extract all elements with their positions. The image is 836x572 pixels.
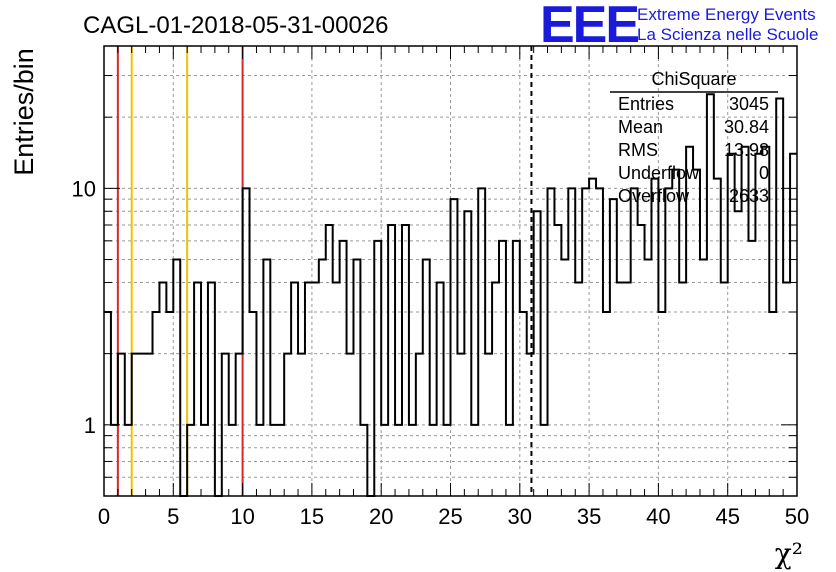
stats-title: ChiSquare [651,69,736,89]
axis-ticks [103,45,798,497]
stats-label: Underflow [618,163,700,183]
histogram-line [104,93,797,497]
stats-value: 30.84 [724,117,769,137]
x-tick-label: 45 [715,504,739,529]
x-tick-label: 15 [300,504,324,529]
x-tick-label: 0 [98,504,110,529]
y-tick-labels: 1 10 [72,176,96,437]
x-tick-label: 50 [785,504,809,529]
stats-row: Underflow 0 [618,163,769,183]
logo-mark: EEE [540,0,638,54]
grid [104,46,797,496]
x-tick-labels: 0 5 10 15 20 25 30 35 40 45 50 [98,504,809,529]
logo-line-1: Extreme Energy Events [637,5,816,24]
y-axis-label: Entries/bin [9,48,39,176]
x-tick-label: 35 [577,504,601,529]
y-tick-label: 10 [72,176,96,201]
stats-row: RMS 13.98 [618,140,769,160]
stats-row: Mean 30.84 [618,117,769,137]
y-tick-label: 1 [84,413,96,438]
stats-value: 3045 [729,94,769,114]
stats-value: 13.98 [724,140,769,160]
chart-title: CAGL-01-2018-05-31-00026 [83,12,389,39]
x-tick-label: 40 [646,504,670,529]
stats-label: Entries [618,94,674,114]
x-tick-label: 5 [167,504,179,529]
x-tick-label: 20 [369,504,393,529]
stats-row: Entries 3045 [618,94,769,114]
x-axis-label: χ² [775,537,803,570]
eee-logo: EEE Extreme Energy Events La Scienza nel… [540,0,818,54]
x-tick-label: 30 [508,504,532,529]
logo-line-2: La Scienza nelle Scuole [637,25,818,44]
stats-value: 2633 [729,186,769,206]
x-tick-label: 10 [230,504,254,529]
stats-row: Overflow 2633 [618,186,769,206]
stats-value: 0 [759,163,769,183]
x-tick-label: 25 [438,504,462,529]
stats-box: ChiSquare Entries 3045 Mean 30.84 RMS 13.98 Un… [610,69,778,206]
stats-label: Mean [618,117,663,137]
stats-label: Overflow [618,186,690,206]
stats-label: RMS [618,140,658,160]
